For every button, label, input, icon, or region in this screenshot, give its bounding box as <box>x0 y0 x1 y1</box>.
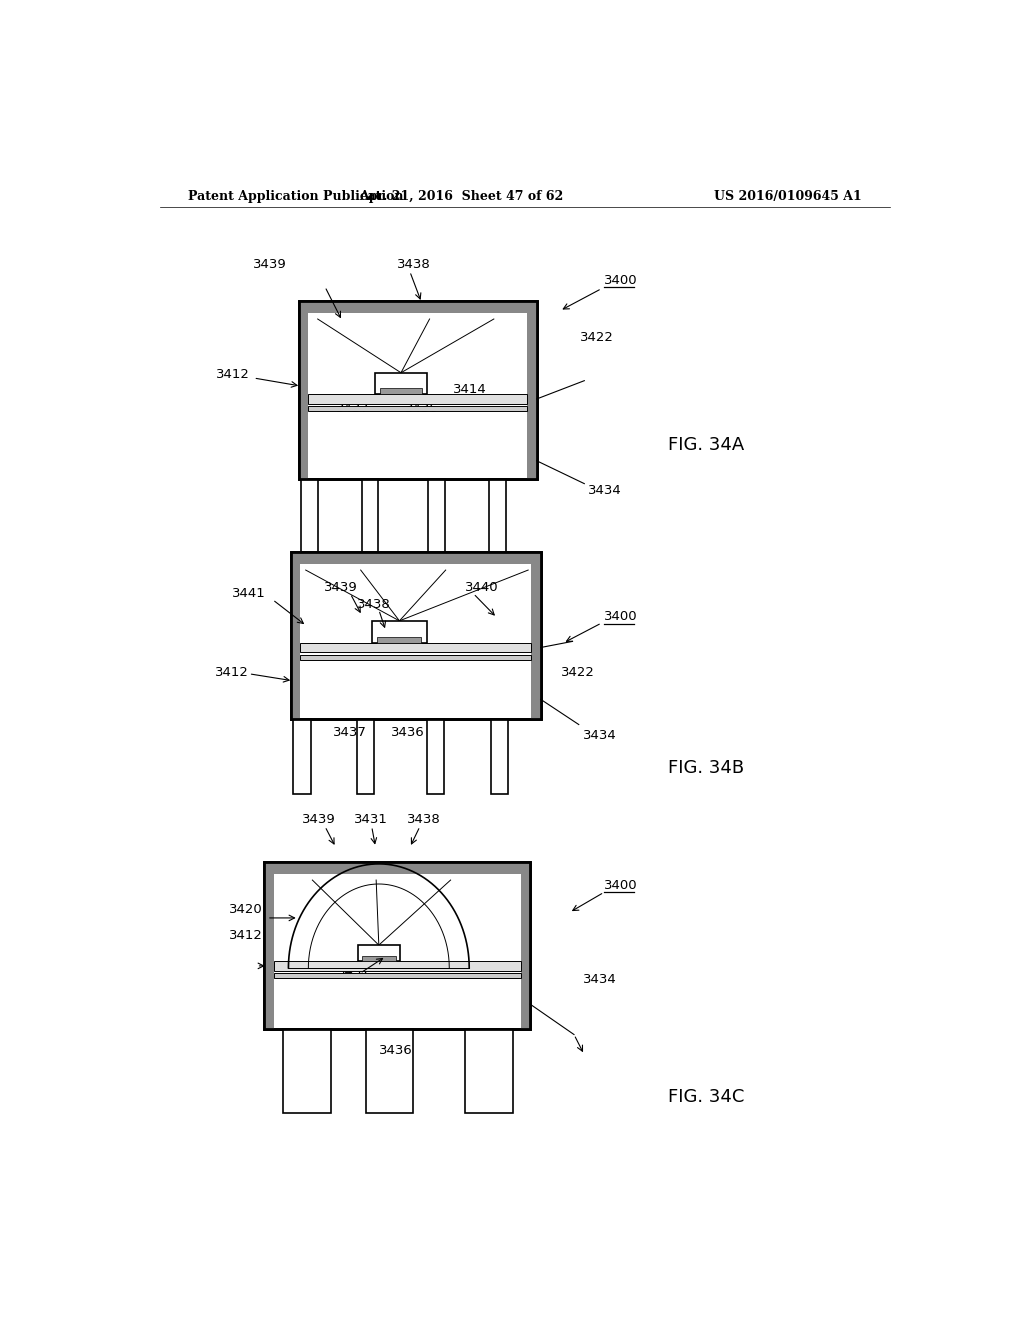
Text: 3434: 3434 <box>583 973 616 986</box>
Bar <box>264 862 274 1030</box>
Bar <box>357 945 400 961</box>
Text: 3414: 3414 <box>454 383 487 396</box>
Text: 3436: 3436 <box>404 401 438 414</box>
Bar <box>274 973 521 978</box>
Bar <box>293 719 310 795</box>
Text: FIG. 34C: FIG. 34C <box>668 1088 744 1106</box>
Bar <box>291 552 541 719</box>
Bar <box>372 620 427 643</box>
Bar <box>527 301 537 479</box>
Bar <box>300 643 531 652</box>
Text: US 2016/0109645 A1: US 2016/0109645 A1 <box>715 190 862 202</box>
Bar <box>291 552 541 719</box>
Text: 3400: 3400 <box>604 273 638 286</box>
Bar <box>490 719 508 795</box>
Bar <box>274 961 521 970</box>
Text: 3439: 3439 <box>253 257 287 271</box>
Text: 3438: 3438 <box>408 813 441 825</box>
Text: Apr. 21, 2016  Sheet 47 of 62: Apr. 21, 2016 Sheet 47 of 62 <box>359 190 563 202</box>
Bar <box>489 479 506 553</box>
Bar <box>264 862 530 1030</box>
Text: 3438: 3438 <box>397 257 430 271</box>
Bar <box>301 479 317 553</box>
Bar <box>378 636 422 643</box>
Bar <box>375 372 427 395</box>
Text: 3436: 3436 <box>391 726 425 739</box>
Bar <box>357 719 375 795</box>
Bar <box>299 301 537 313</box>
Text: 3436: 3436 <box>379 1044 413 1057</box>
Bar <box>299 301 537 479</box>
Bar <box>308 395 527 404</box>
Bar <box>465 1030 513 1113</box>
Bar <box>264 862 530 874</box>
Text: 3441: 3441 <box>231 587 265 599</box>
Bar <box>428 479 445 553</box>
Text: 3434: 3434 <box>588 484 622 498</box>
Text: 3439: 3439 <box>302 813 335 825</box>
Text: 3437: 3437 <box>337 401 371 414</box>
Text: Patent Application Publication: Patent Application Publication <box>187 190 403 202</box>
Bar <box>521 862 530 1030</box>
Bar <box>291 552 541 564</box>
Text: 3412: 3412 <box>229 929 263 942</box>
Text: 3438: 3438 <box>357 598 391 611</box>
Bar <box>427 719 444 795</box>
Bar <box>300 655 531 660</box>
Text: FIG. 34A: FIG. 34A <box>668 436 743 454</box>
Text: FIG. 34B: FIG. 34B <box>668 759 743 777</box>
Text: 3439: 3439 <box>324 581 357 594</box>
Text: 3422: 3422 <box>581 331 614 343</box>
Bar <box>308 405 527 411</box>
Text: 3437: 3437 <box>337 965 371 978</box>
Bar <box>264 862 530 1030</box>
Bar <box>380 388 422 395</box>
Text: 3412: 3412 <box>215 667 249 680</box>
Text: 3422: 3422 <box>561 667 595 680</box>
Text: 3434: 3434 <box>583 729 616 742</box>
Text: 3400: 3400 <box>604 879 638 891</box>
Bar <box>299 301 537 479</box>
Bar <box>283 1030 331 1113</box>
Bar <box>299 301 308 479</box>
Bar <box>361 956 396 961</box>
Text: 3440: 3440 <box>465 581 499 594</box>
Text: 3420: 3420 <box>229 903 263 916</box>
Bar <box>531 552 541 719</box>
Bar <box>361 479 378 553</box>
Bar <box>366 1030 414 1113</box>
Text: 3412: 3412 <box>216 368 250 381</box>
Bar <box>291 552 300 719</box>
Text: 3400: 3400 <box>604 610 638 623</box>
Text: 3431: 3431 <box>354 813 388 825</box>
Text: 3437: 3437 <box>333 726 368 739</box>
